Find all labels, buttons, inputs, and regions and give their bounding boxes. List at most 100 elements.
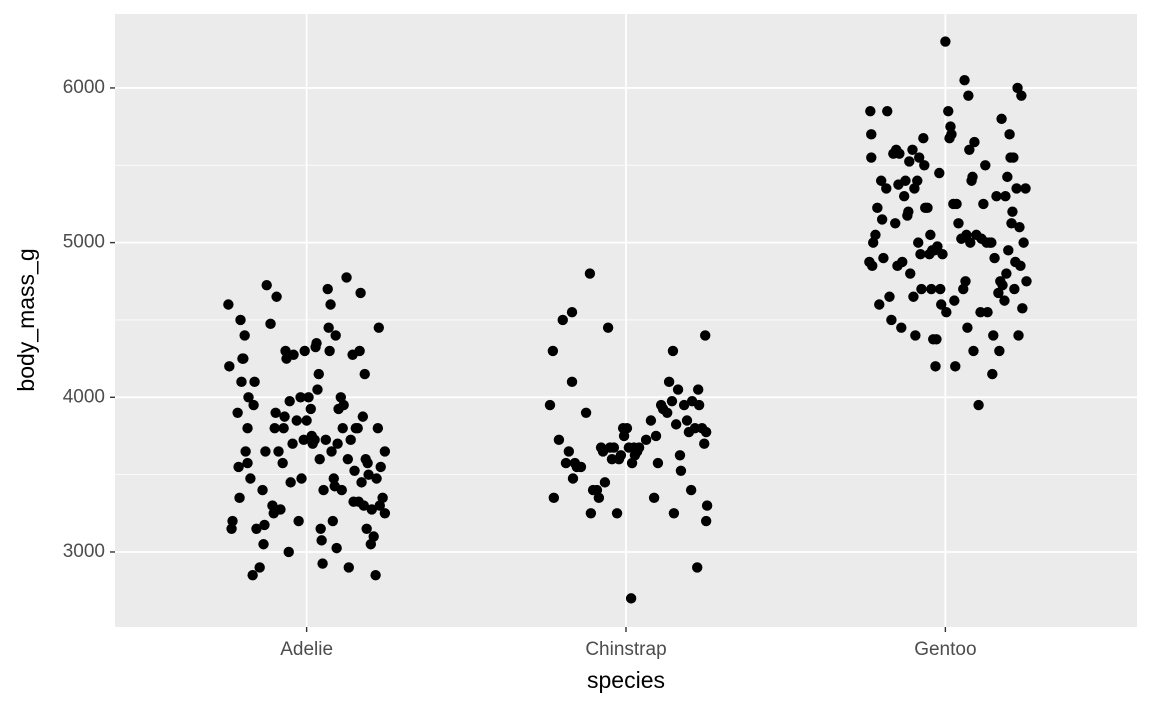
point [265,318,276,330]
point [900,175,911,186]
point [1014,221,1025,233]
point [969,136,980,148]
point [575,461,587,473]
point [968,345,979,357]
point [874,299,885,310]
point [988,330,999,341]
point [904,156,915,167]
point [878,252,889,264]
x-axis-title: species [587,667,665,693]
point [907,144,918,156]
point [270,407,281,418]
point [312,384,323,395]
point [227,515,238,527]
point [327,515,339,527]
point [547,345,559,357]
point [316,535,327,546]
point [298,434,309,446]
point [557,314,568,326]
point [566,376,578,388]
point [937,249,948,260]
point [916,283,927,295]
point [894,148,905,159]
point [337,423,348,434]
point [650,430,662,442]
point [232,407,243,418]
point [945,121,956,132]
point [1011,183,1022,194]
point [692,384,704,395]
point [299,345,310,357]
point [953,218,964,229]
point [580,407,592,418]
point [897,256,908,268]
point [358,500,369,511]
point [959,75,970,86]
point [548,492,560,504]
point [980,160,991,171]
point [370,569,381,581]
x-tick-label: Gentoo [914,639,976,660]
point [700,515,712,527]
point [940,36,951,47]
point [663,376,675,388]
point [285,477,296,488]
point [305,403,316,415]
point [567,473,579,484]
point [701,500,713,511]
point [283,546,294,558]
point [1012,82,1023,94]
point [910,330,921,341]
point [257,484,268,496]
point [373,322,385,333]
point [905,268,916,279]
point [278,423,289,434]
point [915,249,926,260]
point [249,376,260,388]
point [331,542,342,554]
point [318,484,329,496]
point [261,279,272,291]
point [1018,237,1029,248]
point [247,569,258,581]
point [553,434,565,446]
point [356,477,367,488]
point [963,90,974,101]
point [315,523,326,534]
point [615,450,627,461]
point [870,229,881,241]
point [288,349,299,360]
point [875,175,887,186]
point [379,508,391,519]
y-tick-label: 4000 [63,386,105,407]
point [269,423,280,434]
point [349,465,360,476]
point [345,434,356,446]
point [1002,171,1013,183]
point [935,283,946,295]
point [867,260,878,272]
point [949,295,960,306]
point [866,129,877,140]
point [332,438,343,449]
point [295,392,306,403]
point [960,276,971,287]
point [224,361,235,372]
point [982,307,993,318]
point [368,531,379,542]
point [544,399,556,411]
point [375,461,386,473]
point [973,399,984,411]
point [881,183,892,194]
point [251,523,262,534]
point [284,395,295,407]
point [371,473,382,484]
point [322,283,333,295]
point [1004,129,1015,140]
point [872,202,883,214]
point [685,484,697,496]
point [313,368,324,380]
point [239,330,250,341]
point [379,446,391,457]
